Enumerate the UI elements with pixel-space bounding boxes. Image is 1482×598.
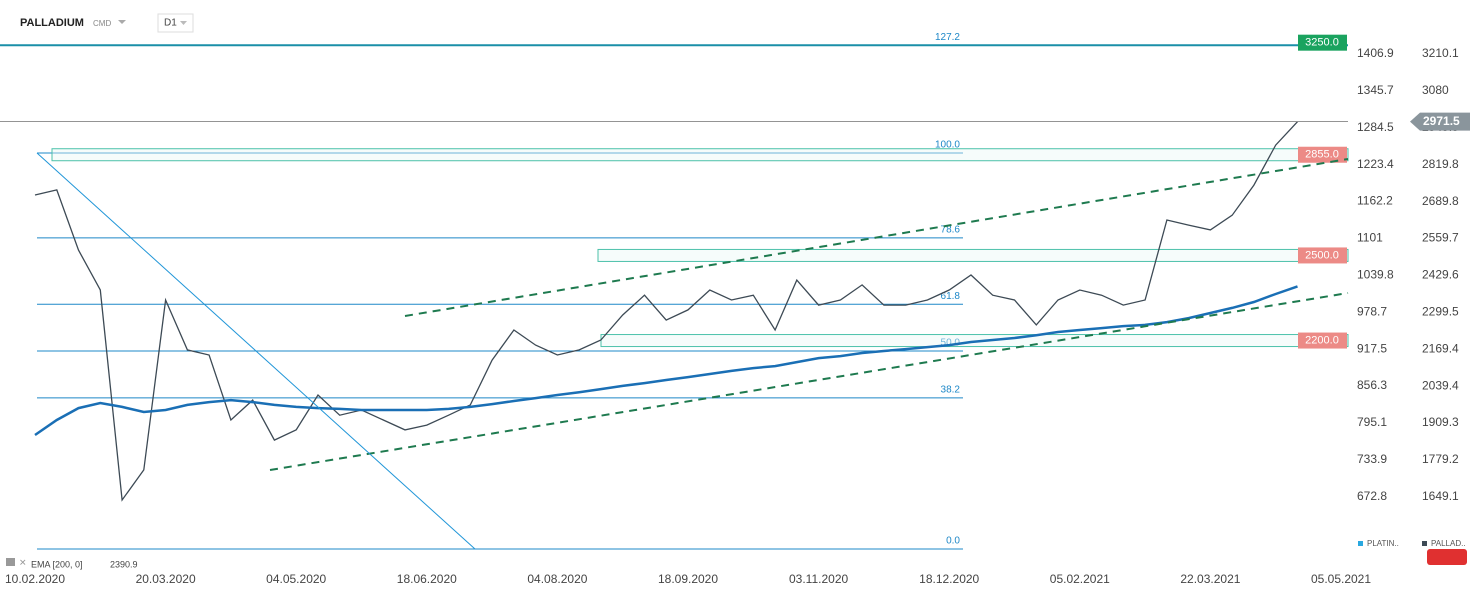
y-tick-label: 2689.8 [1422,194,1459,208]
price-tag [1298,34,1347,51]
x-tick-label: 04.05.2020 [266,572,326,586]
y-tick-label: 3080 [1422,83,1449,97]
x-tick-label: 18.06.2020 [397,572,457,586]
y2-tick-label: 795.1 [1357,415,1387,429]
y-tick-label: 2299.5 [1422,304,1459,318]
dropdown-caret[interactable] [118,20,126,24]
fib-label: 127.2 [935,32,960,43]
y-tick-label: 2819.8 [1422,157,1459,171]
fib-label: 0.0 [946,536,960,547]
x-tick-label: 20.03.2020 [136,572,196,586]
y2-tick-label: 856.3 [1357,378,1387,392]
dropdown-caret[interactable] [180,21,187,25]
x-tick-label: 18.09.2020 [658,572,718,586]
instrument-type: CMD [93,19,111,28]
price-tag [1298,247,1347,264]
legend-item: PALLAD.. [1431,539,1466,548]
y-tick-label: 2429.6 [1422,268,1459,282]
fib-label: 61.8 [941,291,961,302]
close-icon[interactable]: ✕ [19,557,27,567]
y-tick-label: 1779.2 [1422,452,1459,466]
legend-swatch [1358,541,1363,546]
zone [597,248,1349,262]
current-price-label: 2971.5 [1423,114,1460,128]
legend-item: PLATIN.. [1367,539,1399,548]
y2-tick-label: 1039.8 [1357,268,1394,282]
x-tick-label: 18.12.2020 [919,572,979,586]
trendline [404,158,1349,317]
y-tick-label: 3210.1 [1422,46,1459,60]
fib-label: 78.6 [941,224,961,235]
y-tick-label: 2039.4 [1422,378,1459,392]
chart-title: PALLADIUM [20,17,84,29]
y2-tick-label: 1406.9 [1357,46,1394,60]
price-line [34,121,1298,502]
y2-tick-label: 733.9 [1357,452,1387,466]
y2-tick-label: 672.8 [1357,489,1387,503]
trendline [36,152,476,550]
y-tick-label: 1649.1 [1422,489,1459,503]
x-tick-label: 05.02.2021 [1050,572,1110,586]
y2-tick-label: 917.5 [1357,341,1387,355]
ema-value: 2390.9 [110,559,138,569]
zone [51,148,1349,162]
trendline [269,292,1349,471]
y-tick-label: 2559.7 [1422,231,1459,245]
x-tick-label: 03.11.2020 [789,572,848,586]
plot-area: 1406.9 1345.7 1284.5 1223.4 1162.2 1101 1039.8… [0,32,1470,586]
y2-tick-label: 1345.7 [1357,83,1394,97]
x-tick-label: 10.02.2020 [5,572,65,586]
price-tag [1298,332,1347,349]
interval-select[interactable] [157,13,194,33]
y2-tick-label: 1162.2 [1357,194,1393,208]
y-tick-label: 1909.3 [1422,415,1459,429]
price-tag [1298,146,1347,163]
price-tag-label: 2200.0 [1305,334,1339,346]
price-tag-label: 3250.0 [1305,37,1339,49]
legend-icon[interactable] [6,558,15,566]
y2-tick-label: 1284.5 [1357,120,1394,134]
x-tick-label: 05.05.2021 [1311,572,1371,586]
y2-tick-label: 1223.4 [1357,157,1394,171]
price-tag-label: 2855.0 [1305,149,1339,161]
fib-label: 100.0 [935,140,960,151]
action-button[interactable] [1427,549,1467,565]
fib-label: 38.2 [941,384,961,395]
y-tick-label: 2169.4 [1422,341,1459,355]
ema-line [34,285,1298,437]
price-tag-label: 2500.0 [1305,249,1339,261]
fib-label: 50.0 [941,338,961,349]
x-tick-label: 04.08.2020 [527,572,587,586]
interval[interactable]: D1 [164,18,177,29]
x-tick-label: 22.03.2021 [1180,572,1240,586]
legend-swatch [1422,541,1427,546]
y2-tick-label: 978.7 [1357,304,1387,318]
current-price-tag [1410,112,1470,131]
ema-legend: EMA [200, 0] [31,559,83,569]
y2-tick-label: 1101 [1357,231,1383,245]
